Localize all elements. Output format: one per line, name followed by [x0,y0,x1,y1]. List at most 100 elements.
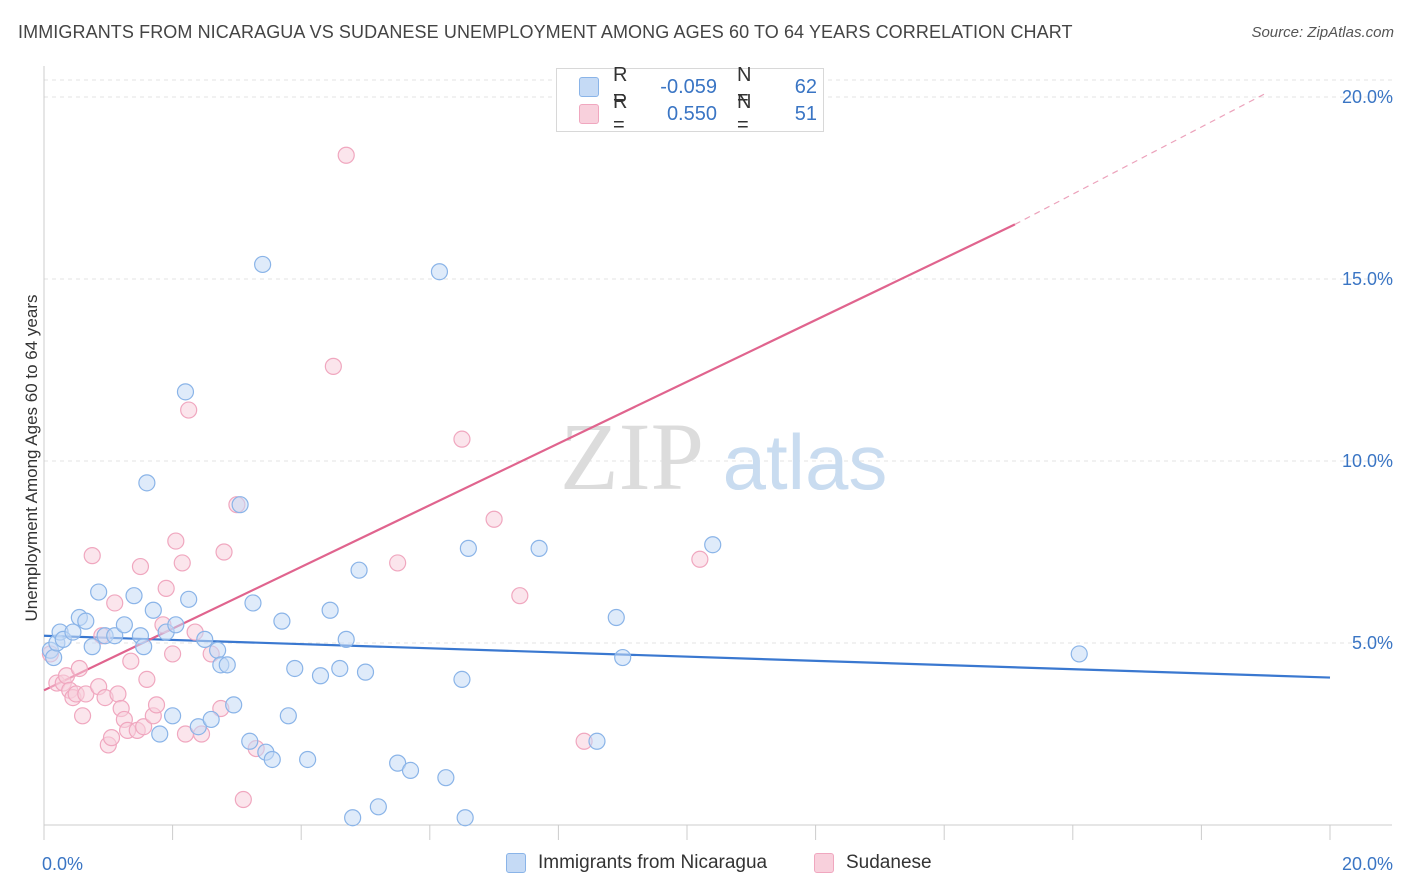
point-nicaragua [344,809,362,827]
point-nicaragua [231,496,249,514]
legend-r-value: -0.059 [660,75,717,98]
point-sudanese [453,430,471,448]
series-legend-sudanese: Sudanese [814,852,932,874]
point-sudanese [102,729,121,747]
legend-n-label: N = [737,91,752,136]
legend-r-label: R = [613,91,628,136]
point-nicaragua [459,539,477,557]
point-nicaragua [151,725,169,743]
point-nicaragua [83,638,101,656]
point-sudanese [180,401,198,419]
point-nicaragua [331,659,349,678]
point-nicaragua [1070,645,1088,663]
point-sudanese [691,550,709,568]
point-sudanese [135,718,153,736]
point-nicaragua [176,383,195,401]
point-nicaragua [45,648,63,667]
y-tick-label: 5.0% [1352,633,1393,653]
grid-layer [44,79,1392,644]
watermark: ZIP atlas [560,403,887,510]
point-nicaragua [254,255,272,274]
trendline-sudanese [43,223,1016,692]
point-nicaragua [321,601,339,619]
point-nicaragua [356,663,375,681]
point-nicaragua [456,809,474,827]
point-nicaragua [273,612,291,630]
point-nicaragua [196,630,214,648]
point-sudanese [70,659,88,678]
point-sudanese [157,579,175,598]
source-credit: Source: ZipAtlas.com [1251,24,1394,41]
point-nicaragua [437,769,455,787]
series-legend: Immigrants from Nicaragua Sudanese [0,852,1406,878]
axis-layer [43,66,1392,840]
point-nicaragua [115,616,133,634]
legend-n-label: N = [737,64,752,109]
trendlines [43,92,1331,692]
point-nicaragua [286,659,304,678]
point-sudanese [324,357,342,375]
y-tick-label: 10.0% [1342,451,1393,471]
point-sudanese [164,645,182,663]
series-legend-label: Sudanese [846,852,932,873]
point-nicaragua [90,583,108,601]
legend-row-sudanese: R = 0.550 N = 51 [579,91,817,136]
point-nicaragua [244,594,262,612]
point-sudanese [106,594,124,612]
legend-n-value: 51 [794,102,817,125]
point-nicaragua [180,590,198,608]
point-nicaragua [389,754,407,772]
point-nicaragua [401,761,420,780]
point-nicaragua [135,638,153,656]
point-nicaragua [607,608,625,627]
point-nicaragua [225,696,243,714]
point-sudanese [215,543,233,561]
point-sudanese [77,685,95,703]
point-sudanese [337,146,355,164]
point-nicaragua [209,641,227,659]
point-nicaragua [64,623,82,641]
point-nicaragua [453,670,471,689]
legend-n-value: 62 [794,75,817,98]
point-nicaragua [588,732,606,750]
legend-r-label: R = [613,64,628,109]
legend-row-nicaragua: R = -0.059 N = 62 [579,64,817,109]
legend-r-value: 0.550 [666,102,717,125]
point-nicaragua [202,710,220,729]
legend-swatch-blue [579,77,599,97]
y-tick-label: 20.0% [1342,87,1393,107]
series-legend-label: Immigrants from Nicaragua [538,852,768,873]
trendline-nicaragua [43,634,1331,679]
point-nicaragua [189,718,207,736]
point-nicaragua [138,474,156,492]
point-nicaragua [614,648,632,667]
point-sudanese [147,696,166,714]
series-legend-nicaragua: Immigrants from Nicaragua [506,852,767,874]
point-nicaragua [164,707,182,725]
point-sudanese [83,547,101,565]
chart-title: IMMIGRANTS FROM NICARAGUA VS SUDANESE UN… [18,22,1073,42]
point-nicaragua [299,750,317,769]
point-sudanese [109,685,127,703]
point-nicaragua [144,601,162,619]
point-sudanese [167,532,185,550]
watermark-zip: ZIP [560,403,704,510]
point-sudanese [131,557,150,576]
point-sudanese [138,670,156,689]
trendline-sudanese-extension [1014,92,1266,225]
point-nicaragua [218,656,236,674]
point-nicaragua [106,627,124,645]
watermark-atlas: atlas [723,418,888,506]
y-axis-label: Unemployment Among Ages 60 to 64 years [22,295,41,622]
point-sudanese [511,587,529,605]
points-layer [41,146,1088,827]
point-nicaragua [77,612,95,630]
point-nicaragua [337,630,355,648]
series-swatch-blue [506,853,526,873]
y-tick-label: 15.0% [1342,269,1393,289]
point-nicaragua [430,263,449,281]
x-tick-label: 0.0% [42,854,83,874]
point-nicaragua [311,667,330,685]
point-sudanese [389,554,407,572]
